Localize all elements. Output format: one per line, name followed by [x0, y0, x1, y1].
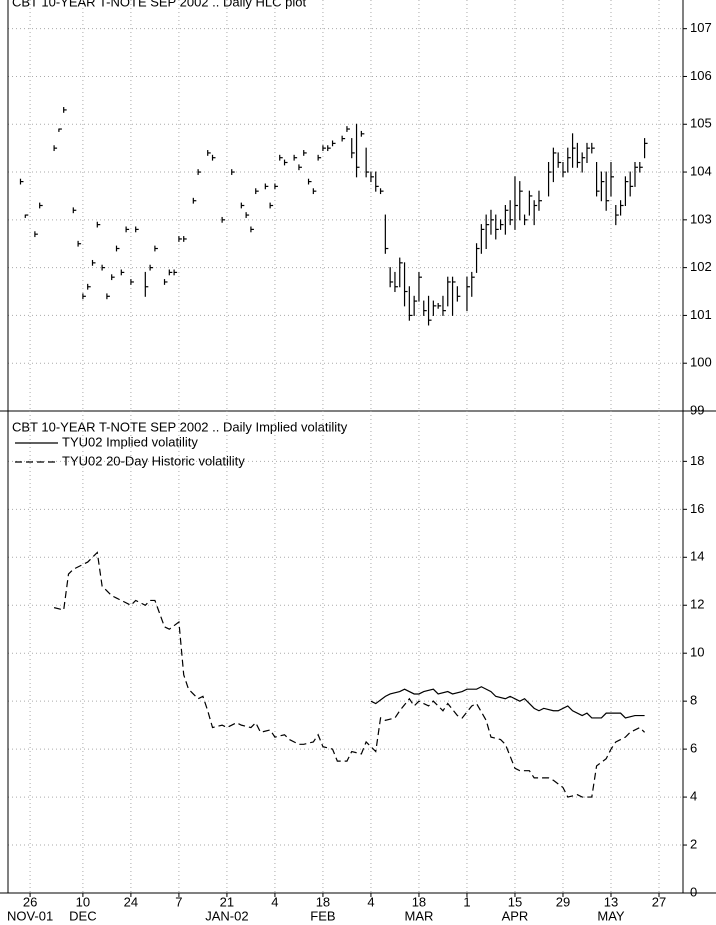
y-tick-label: 107: [690, 20, 712, 35]
legend-label: TYU02 Implied volatility: [62, 434, 198, 449]
month-label: JAN-02: [205, 908, 248, 923]
x-tick-label: 13: [604, 894, 618, 909]
x-tick-label: 27: [652, 894, 666, 909]
y-tick-label: 105: [690, 116, 712, 131]
y-tick-label: 104: [690, 163, 712, 178]
x-tick-label: 7: [175, 894, 182, 909]
x-tick-label: 10: [76, 894, 90, 909]
legend-label: TYU02 20-Day Historic volatility: [62, 453, 245, 468]
y-tick-label: 102: [690, 259, 712, 274]
y-tick-label: 4: [690, 789, 697, 804]
series-line: [370, 686, 645, 719]
month-label: DEC: [69, 908, 96, 923]
x-tick-label: 4: [367, 894, 374, 909]
y-tick-label: 0: [690, 884, 697, 899]
y-tick-label: 8: [690, 693, 697, 708]
month-label: APR: [502, 908, 529, 923]
series-line: [53, 551, 646, 798]
month-label: FEB: [310, 908, 335, 923]
y-tick-label: 6: [690, 741, 697, 756]
x-tick-label: 18: [316, 894, 330, 909]
month-label: MAR: [405, 908, 434, 923]
y-tick-label: 16: [690, 501, 704, 516]
x-tick-label: 29: [556, 894, 570, 909]
y-tick-label: 99: [690, 402, 704, 417]
x-tick-label: 26: [23, 894, 37, 909]
y-tick-label: 103: [690, 211, 712, 226]
x-tick-label: 18: [412, 894, 426, 909]
bottom-title: CBT 10-YEAR T-NOTE SEP 2002 .. Daily Imp…: [12, 419, 348, 434]
y-tick-label: 2: [690, 836, 697, 851]
month-label: NOV-01: [7, 908, 53, 923]
month-label: MAY: [597, 908, 625, 923]
top-title: CBT 10-YEAR T-NOTE SEP 2002 .. Daily HLC…: [12, 0, 306, 9]
y-tick-label: 14: [690, 549, 704, 564]
y-tick-label: 10: [690, 645, 704, 660]
y-tick-label: 100: [690, 355, 712, 370]
x-tick-label: 4: [271, 894, 278, 909]
y-tick-label: 101: [690, 307, 712, 322]
x-tick-label: 15: [508, 894, 522, 909]
x-tick-label: 24: [124, 894, 138, 909]
y-tick-label: 106: [690, 68, 712, 83]
y-tick-label: 12: [690, 597, 704, 612]
y-tick-label: 18: [690, 453, 704, 468]
x-tick-label: 21: [220, 894, 234, 909]
x-tick-label: 1: [463, 894, 470, 909]
